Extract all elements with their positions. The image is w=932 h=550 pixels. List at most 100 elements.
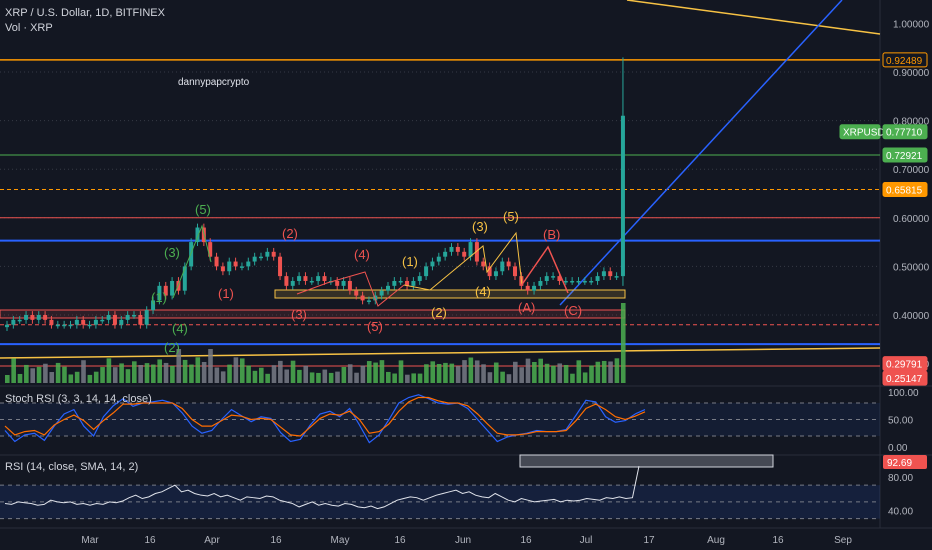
volume-bar — [487, 372, 493, 383]
candle-body — [55, 324, 60, 327]
volume-bar — [68, 374, 74, 383]
candle-body — [303, 276, 308, 281]
candle-body — [614, 276, 619, 278]
candle-body — [24, 315, 29, 320]
candle-body — [513, 266, 517, 277]
candle-body — [11, 319, 16, 325]
price-tick-label: 0.40000 — [893, 311, 930, 322]
volume-bar — [81, 360, 86, 383]
elliott-wave-label: (1) — [402, 254, 418, 269]
stoch-tick-label: 100.00 — [888, 388, 919, 399]
volume-bar — [265, 373, 270, 383]
volume-bar — [106, 358, 112, 383]
rsi-tick-label: 40.00 — [888, 506, 913, 517]
volume-bar — [373, 362, 378, 383]
time-axis-label: 16 — [520, 535, 532, 546]
volume-bar — [525, 358, 531, 383]
volume-bar — [557, 363, 563, 383]
volume-bar — [144, 363, 150, 383]
stoch-tick-label: 50.00 — [888, 416, 913, 427]
candle-body — [278, 256, 283, 277]
candle-body — [398, 280, 403, 283]
price-tag — [882, 52, 928, 68]
volume-bar — [576, 360, 582, 383]
volume-bar — [214, 367, 220, 383]
volume-bar — [474, 360, 480, 383]
time-axis-label: May — [331, 535, 350, 546]
candle-body — [354, 290, 359, 296]
volume-bar — [500, 371, 505, 383]
volume-bar — [513, 361, 518, 383]
candle-body — [87, 324, 92, 327]
volume-bar — [468, 357, 474, 383]
volume-bar — [570, 373, 575, 383]
price-pane — [0, 0, 880, 385]
volume-bar — [589, 365, 594, 383]
volume-bar — [430, 361, 436, 383]
rsi-tick-label: 80.00 — [888, 473, 913, 484]
volume-bar — [271, 365, 277, 383]
wave-path-abc — [520, 245, 569, 294]
candle-body — [576, 280, 581, 283]
candle-body — [151, 300, 156, 311]
volume-bar — [36, 366, 42, 383]
volume-bar — [538, 358, 543, 383]
volume-bar — [354, 372, 359, 383]
candle-body — [62, 324, 67, 327]
volume-bar — [138, 364, 143, 383]
candle-body — [125, 315, 130, 320]
elliott-wave-label: (3) — [164, 245, 180, 260]
candle-body — [246, 261, 251, 267]
candle-body — [417, 276, 422, 281]
candle-body — [544, 276, 549, 281]
volume-bar — [233, 357, 239, 383]
volume-bar — [201, 361, 207, 383]
volume-bar — [405, 374, 410, 383]
price-tag — [882, 124, 928, 140]
volume-bar — [220, 371, 226, 383]
support-zone-yellow — [274, 289, 626, 299]
volume-bar — [443, 362, 448, 383]
volume-bar — [582, 372, 588, 383]
elliott-wave-label: (4) — [172, 321, 188, 336]
yellow-trendline-lower — [0, 347, 881, 359]
candle-body — [335, 280, 340, 286]
candle-body — [157, 285, 162, 301]
wave-path-yellow — [403, 231, 523, 291]
candle-body — [220, 266, 225, 272]
candle-body — [360, 295, 365, 301]
candle-body — [182, 266, 187, 291]
candle-body — [563, 280, 568, 283]
volume-bar — [398, 360, 404, 383]
volume-bar — [411, 373, 416, 383]
candle-body — [252, 256, 257, 262]
candle-body — [430, 261, 435, 267]
volume-bar — [297, 369, 302, 383]
candle-body — [455, 246, 460, 252]
wave-path-red — [296, 271, 405, 307]
volume-bar — [366, 361, 372, 383]
elliott-wave-label: (3) — [472, 219, 488, 234]
candle-body — [68, 324, 73, 327]
candle-body — [309, 280, 314, 283]
candle-body — [316, 276, 321, 281]
elliott-wave-label: (2) — [431, 305, 447, 320]
volume-bar — [544, 363, 550, 383]
time-axis-label: 17 — [643, 535, 655, 546]
elliott-wave-label: (2) — [164, 340, 180, 355]
yellow-trendline-upper — [626, 0, 881, 35]
candle-body — [93, 319, 98, 325]
time-axis-label: Apr — [204, 535, 220, 546]
candle-body — [284, 276, 289, 286]
volume-bar — [328, 372, 334, 383]
rsi-value-tag — [883, 455, 927, 469]
candle-body — [227, 261, 232, 272]
candle-body — [436, 256, 441, 262]
candle-body — [195, 227, 200, 243]
volume-bar — [347, 364, 353, 383]
candle-body — [582, 280, 587, 283]
volume-bar — [506, 374, 512, 383]
volume-bar — [176, 349, 182, 383]
